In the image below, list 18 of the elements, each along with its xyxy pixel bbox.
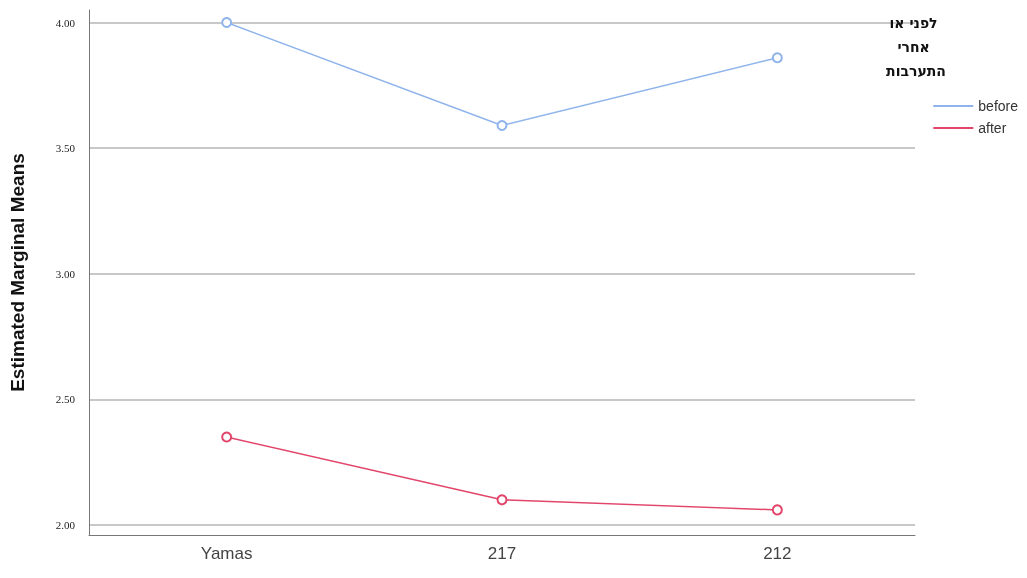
x-tick-label: 217 — [487, 544, 517, 563]
y-tick-label: 3.00 — [55, 267, 76, 280]
legend-label: before — [978, 98, 1019, 114]
point — [221, 431, 233, 443]
point — [771, 504, 783, 516]
point — [496, 120, 508, 132]
x-tick-label: 212 — [763, 544, 792, 563]
y-tick-label: 4.00 — [55, 16, 76, 29]
point — [771, 52, 783, 64]
y-tick-label: 2.00 — [55, 518, 76, 531]
legend-label: after — [978, 120, 1007, 136]
point — [221, 17, 233, 29]
y-tick-label: 3.50 — [55, 142, 76, 155]
y-tick-label: 2.50 — [55, 393, 76, 406]
legend-title: לפני או אחרי התערבות — [886, 15, 946, 79]
point — [496, 494, 508, 506]
x-tick-label: Yamas — [200, 544, 253, 563]
y-axis-title: Estimated Marginal Means — [7, 153, 28, 392]
